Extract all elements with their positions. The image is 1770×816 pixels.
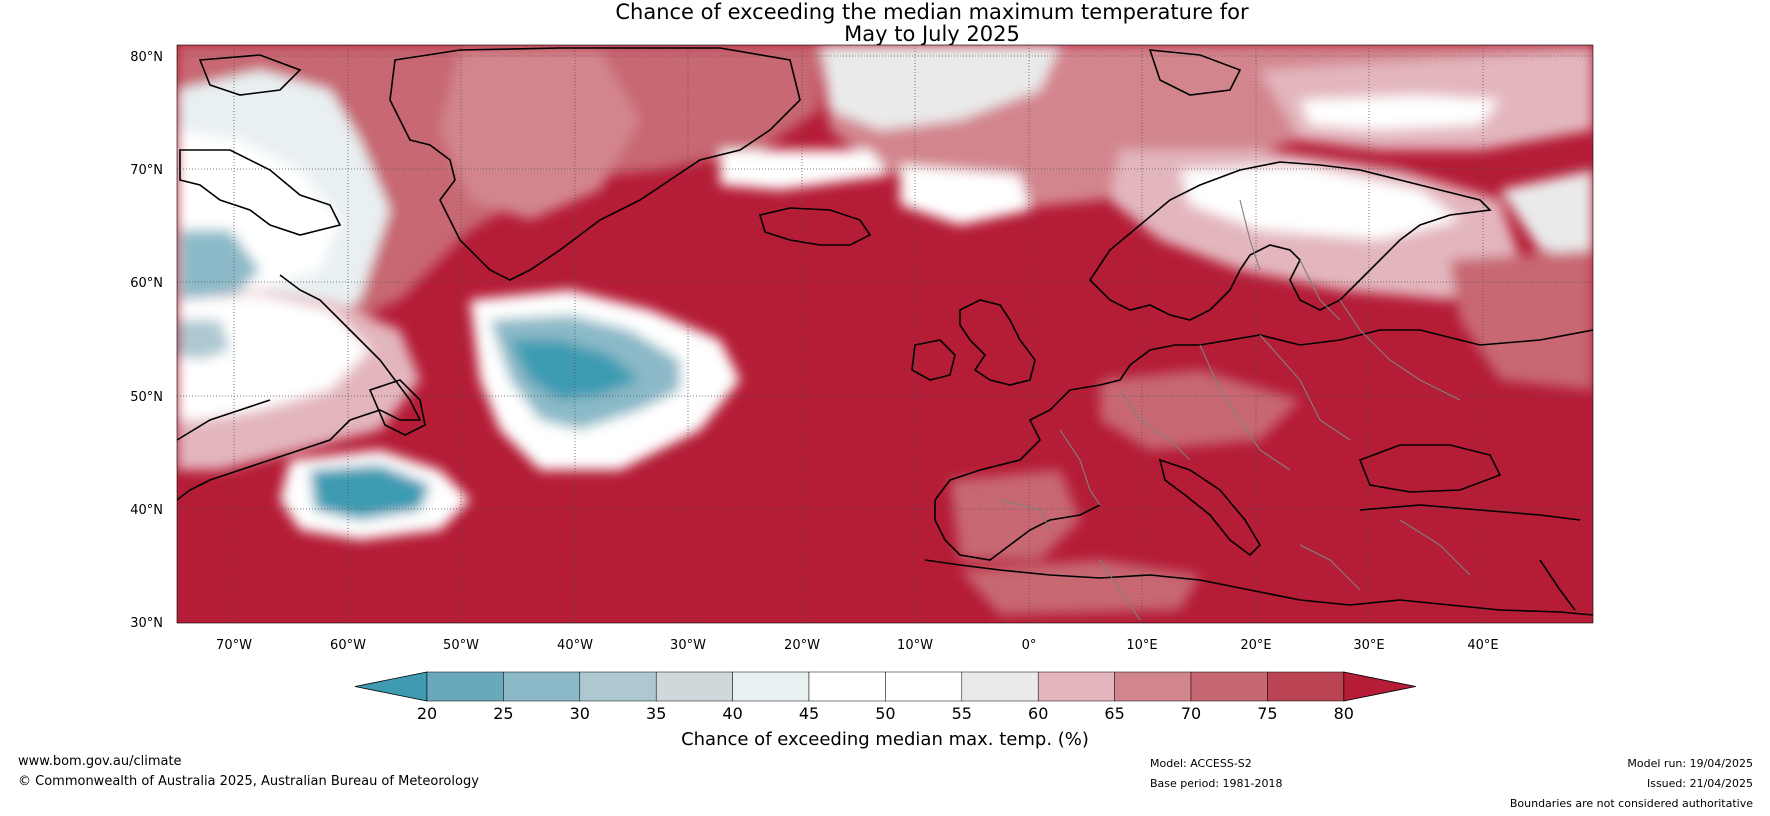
footer-url: www.bom.gov.au/climate — [18, 754, 182, 769]
coastlines — [177, 47, 1593, 616]
colorbar-segment — [1037, 671, 1115, 702]
colorbar-tick-label: 60 — [1028, 704, 1048, 723]
colorbar-tick-label: 50 — [875, 704, 895, 723]
lat-label: 80°N — [130, 50, 163, 65]
colorbar-tick-label: 30 — [570, 704, 590, 723]
footer-model: Model: ACCESS-S2 — [1150, 757, 1252, 770]
colorbar-tick-label: 20 — [417, 704, 437, 723]
colorbar-segment — [655, 671, 733, 702]
colorbar-segment — [1190, 671, 1268, 702]
colorbar-extend-low — [354, 671, 428, 702]
lon-label: 20°E — [1240, 638, 1271, 653]
footer-copyright: © Commonwealth of Australia 2025, Austra… — [18, 774, 479, 789]
map-subtitle: May to July 2025 — [844, 22, 1020, 46]
lon-label: 70°W — [216, 638, 252, 653]
lat-label: 50°N — [130, 390, 163, 405]
footer-issued: Issued: 21/04/2025 — [1646, 777, 1753, 790]
colorbar-extend-high — [1343, 671, 1416, 702]
colorbar-tick-label: 45 — [799, 704, 819, 723]
probability-field — [177, 45, 1593, 615]
country-borders — [999, 199, 1471, 621]
lon-label: 40°W — [557, 638, 593, 653]
map-title: Chance of exceeding the median maximum t… — [615, 0, 1249, 24]
lon-label: 20°W — [784, 638, 820, 653]
footer-model-run: Model run: 19/04/2025 — [1627, 757, 1753, 770]
colorbar-tick-label: 55 — [952, 704, 972, 723]
lat-axis: 80°N 70°N 60°N 50°N 40°N 30°N — [130, 50, 163, 631]
colorbar-tick-label: 35 — [646, 704, 666, 723]
lon-label: 30°W — [670, 638, 706, 653]
colorbar-tick-label: 65 — [1104, 704, 1124, 723]
colorbar-segment — [808, 671, 886, 702]
lat-label: 30°N — [130, 616, 163, 631]
colorbar-tick-label: 40 — [722, 704, 742, 723]
footer-base-period: Base period: 1981-2018 — [1150, 777, 1283, 790]
colorbar-segment — [1114, 671, 1192, 702]
lon-label: 60°W — [330, 638, 366, 653]
colorbar-segment — [1267, 671, 1345, 702]
lon-label: 0° — [1022, 638, 1037, 653]
colorbar-segment — [426, 671, 504, 702]
colorbar-tick-label: 25 — [493, 704, 513, 723]
colorbar-tick-label: 75 — [1257, 704, 1277, 723]
colorbar: 20 25 30 35 40 45 50 55 60 65 70 75 80 — [354, 671, 1416, 723]
lon-label: 10°W — [897, 638, 933, 653]
colorbar-tick-label: 70 — [1181, 704, 1201, 723]
map-area — [177, 45, 1593, 623]
colorbar-label: Chance of exceeding median max. temp. (%… — [681, 729, 1089, 750]
lat-label: 60°N — [130, 276, 163, 291]
lat-label: 70°N — [130, 163, 163, 178]
lon-label: 40°E — [1467, 638, 1498, 653]
lon-label: 50°W — [443, 638, 479, 653]
lon-label: 30°E — [1353, 638, 1384, 653]
colorbar-segment — [503, 671, 581, 702]
colorbar-segment — [579, 671, 657, 702]
lat-label: 40°N — [130, 503, 163, 518]
footer-disclaimer: Boundaries are not considered authoritat… — [1509, 797, 1753, 810]
graticule — [177, 45, 1593, 623]
colorbar-tick-label: 80 — [1334, 704, 1354, 723]
lon-axis: 70°W 60°W 50°W 40°W 30°W 20°W 10°W 0° 10… — [216, 638, 1499, 653]
colorbar-segment — [732, 671, 810, 702]
lon-label: 10°E — [1126, 638, 1157, 653]
colorbar-segment — [961, 671, 1039, 702]
colorbar-segment — [885, 671, 963, 702]
map-frame — [176, 44, 1594, 624]
